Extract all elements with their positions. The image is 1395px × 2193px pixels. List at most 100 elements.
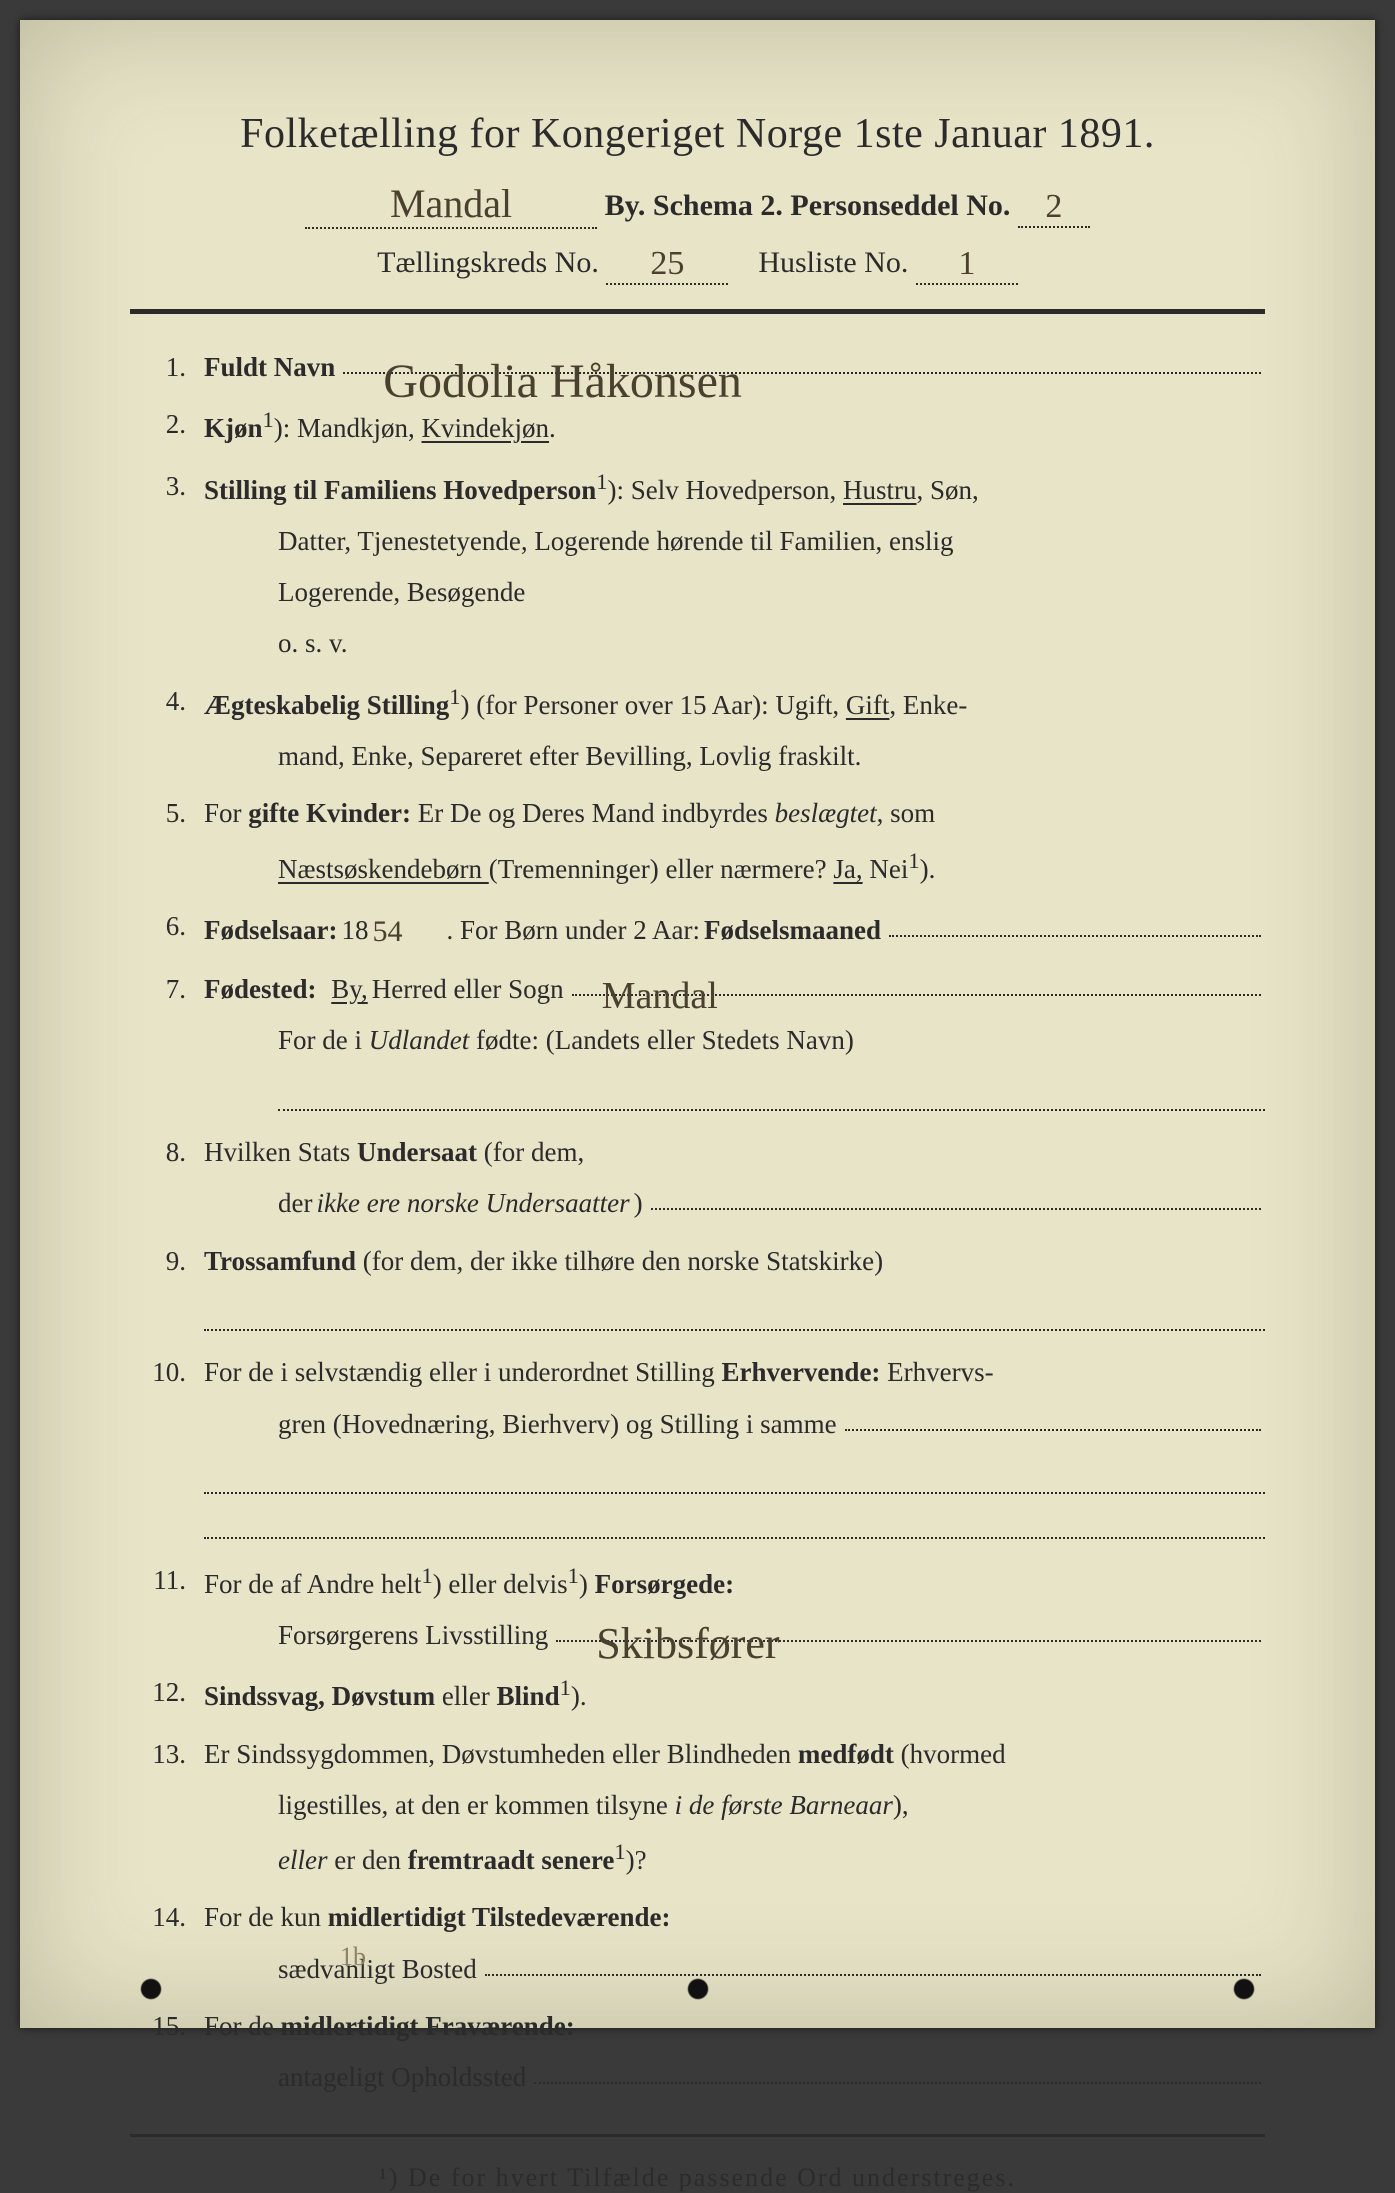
text: (for dem, der ikke tilhøre den norske St… [356, 1246, 883, 1276]
item-number: 11. [130, 1555, 204, 1662]
text: Herred eller Sogn [372, 964, 564, 1015]
item-number: 9. [130, 1236, 204, 1342]
field-label: Fødested: [204, 964, 316, 1015]
item-9: 9. Trossamfund (for dem, der ikke tilhør… [130, 1236, 1265, 1342]
footnote-ref: 1 [568, 1563, 579, 1588]
field-label: Blind [497, 1681, 560, 1711]
full-name-handwritten: Godolia Håkonsen [383, 336, 742, 427]
footnote-ref: 1 [449, 684, 460, 709]
item-1: 1. Fuldt Navn Godolia Håkonsen [130, 342, 1265, 393]
text: sædvanligt Bosted [278, 1944, 477, 1995]
text-italic: beslægtet [775, 798, 877, 828]
field-label: Stilling til Familiens Hovedperson [204, 475, 596, 505]
continuation: mand, Enke, Separeret efter Bevilling, L… [278, 731, 1265, 782]
text: For de kun [204, 1902, 328, 1932]
text: ) [579, 1569, 595, 1599]
text: ) [634, 1178, 643, 1229]
dotted-blank-line [204, 1460, 1265, 1494]
item-4: 4. Ægteskabelig Stilling1) (for Personer… [130, 676, 1265, 783]
option-selected: Næstsøskendebørn [278, 854, 489, 884]
field-label: Sindssvag, Døvstum [204, 1681, 435, 1711]
husliste-no: 1 [958, 245, 975, 282]
option-selected: By, [331, 964, 368, 1015]
field-label: midlertidigt Tilstedeværende: [328, 1902, 671, 1932]
viewport: Folketælling for Kongeriget Norge 1ste J… [0, 0, 1395, 2048]
page-title: Folketælling for Kongeriget Norge 1ste J… [130, 110, 1265, 158]
field-label: Trossamfund [204, 1246, 356, 1276]
field-label: Fødselsmaaned [704, 905, 881, 956]
item-number: 5. [130, 788, 204, 895]
text: ). [571, 1681, 587, 1711]
text: ). [920, 854, 936, 884]
option-selected: Gift [846, 690, 890, 720]
continuation: o. s. v. [278, 618, 1265, 669]
item-15: 15. For de midlertidigt Fraværende: anta… [130, 2001, 1265, 2104]
kreds-no: 25 [650, 245, 684, 282]
punch-hole [140, 1978, 162, 2000]
item-number: 6. [130, 901, 204, 958]
text: , som [877, 798, 936, 828]
punch-hole [1233, 1978, 1255, 2000]
footnote: ¹) De for hvert Tilfælde passende Ord un… [130, 2163, 1265, 2193]
item-number: 14. [130, 1892, 204, 1995]
text: (Tremenninger) eller nærmere? [489, 854, 834, 884]
text: For de [204, 2011, 281, 2041]
item-number: 2. [130, 399, 204, 454]
item-6: 6. Fødselsaar: 1854 . For Børn under 2 A… [130, 901, 1265, 958]
item-number: 10. [130, 1347, 204, 1548]
personseddel-no: 2 [1045, 188, 1062, 225]
dotted-blank-line [278, 1077, 1265, 1111]
footnote-ref: 1 [596, 469, 607, 494]
item-7: 7. Fødested: By, Herred eller Sogn Manda… [130, 964, 1265, 1121]
text-italic: eller [278, 1845, 327, 1875]
text-italic: Udlandet [369, 1025, 470, 1055]
field-label: midlertidigt Fraværende: [281, 2011, 575, 2041]
item-10: 10. For de i selvstændig eller i underor… [130, 1347, 1265, 1548]
footnote-ref: 1 [614, 1839, 625, 1864]
year-prefix: 18 [341, 905, 368, 956]
continuation: Datter, Tjenestetyende, Logerende hørend… [278, 516, 1265, 567]
footnote-ref: 1 [908, 848, 919, 873]
field-label: Ægteskabelig Stilling [204, 690, 449, 720]
continuation: Logerende, Besøgende [278, 567, 1265, 618]
text: For de af Andre helt [204, 1569, 421, 1599]
footnote-ref: 1 [421, 1563, 432, 1588]
text: Nei [863, 854, 909, 884]
page-foot-mark: 1b [340, 1942, 366, 1972]
text: Erhvervs- [880, 1357, 993, 1387]
text: ), [893, 1790, 909, 1820]
text-italic: i de første Barneaar [675, 1790, 893, 1820]
text: ligestilles, at den er kommen tilsyne [278, 1790, 675, 1820]
text: gren (Hovednæring, Bierhverv) og Stillin… [278, 1399, 837, 1450]
field-label: Forsørgede: [595, 1569, 734, 1599]
item-13: 13. Er Sindssygdommen, Døvstumheden elle… [130, 1729, 1265, 1887]
item-number: 12. [130, 1667, 204, 1722]
birthplace-handwritten: Mandal [602, 960, 718, 1032]
header-line-2-text: By. Schema 2. Personseddel No. [605, 189, 1011, 222]
document-page: Folketælling for Kongeriget Norge 1ste J… [20, 20, 1375, 2028]
text-italic: ikke ere norske Undersaatter [316, 1178, 629, 1229]
text: )? [626, 1845, 647, 1875]
text: For de i [278, 1025, 369, 1055]
item-5: 5. For gifte Kvinder: Er De og Deres Man… [130, 788, 1265, 895]
item-number: 15. [130, 2001, 204, 2104]
text: . For Børn under 2 Aar: [446, 905, 699, 956]
field-label: Erhvervende: [721, 1357, 880, 1387]
city-handwritten: Mandal [390, 181, 512, 226]
field-label: Fuldt Navn [204, 342, 335, 393]
item-number: 1. [130, 342, 204, 393]
text: Hvilken Stats [204, 1137, 357, 1167]
text: (hvormed [894, 1739, 1006, 1769]
header-line-2: Mandal By. Schema 2. Personseddel No. 2 [130, 178, 1265, 229]
text: For de i selvstændig eller i underordnet… [204, 1357, 721, 1387]
item-number: 8. [130, 1127, 204, 1230]
text: Er Sindssygdommen, Døvstumheden eller Bl… [204, 1739, 798, 1769]
item-3: 3. Stilling til Familiens Hovedperson1):… [130, 461, 1265, 670]
divider-bottom [130, 2134, 1265, 2137]
text: ): Selv Hovedperson, [608, 475, 843, 505]
dotted-blank-line [204, 1504, 1265, 1538]
text: (for dem, [477, 1137, 584, 1167]
dotted-blank-line [204, 1297, 1265, 1331]
text: , Enke- [889, 690, 967, 720]
punch-hole [687, 1978, 709, 2000]
